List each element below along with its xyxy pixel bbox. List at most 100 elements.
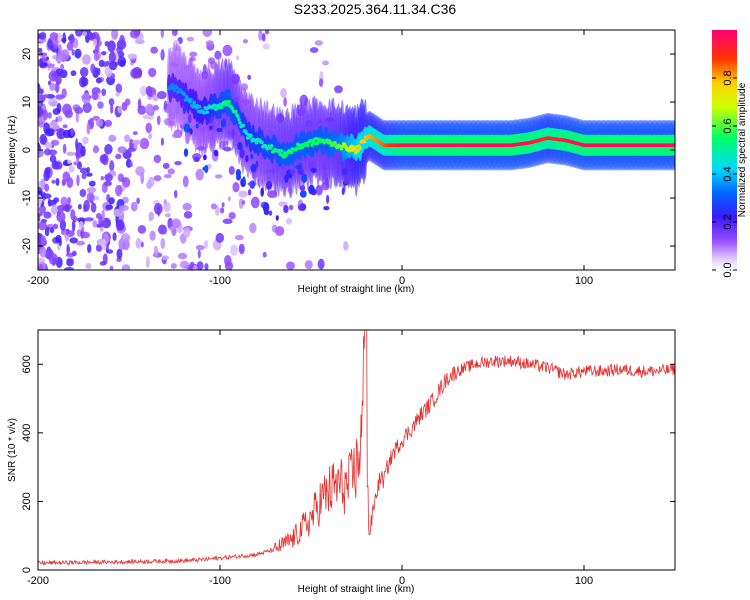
- trace-core: [233, 109, 238, 114]
- noise-blob: [261, 33, 266, 42]
- noise-blob: [142, 114, 152, 120]
- noise-blob: [197, 249, 201, 259]
- noise-blob: [322, 60, 329, 66]
- noise-blob: [51, 160, 60, 170]
- noise-blob: [170, 263, 177, 269]
- noise-blob: [99, 261, 107, 266]
- noise-blob: [51, 204, 58, 215]
- trace-core: [197, 105, 202, 109]
- noise-blob: [196, 261, 204, 270]
- trace-scatter: [250, 163, 257, 173]
- noise-blob: [164, 213, 171, 218]
- trace-scatter: [182, 105, 187, 115]
- trace-core: [358, 146, 362, 151]
- trace-core: [356, 148, 360, 153]
- trace-scatter: [209, 116, 213, 124]
- noise-blob: [120, 233, 131, 243]
- noise-blob: [124, 134, 131, 143]
- noise-blob: [156, 115, 161, 126]
- noise-blob: [262, 43, 270, 50]
- noise-blob: [51, 179, 56, 184]
- noise-blob: [132, 131, 138, 136]
- figure-title: S233.2025.364.11.34.C36: [294, 1, 457, 17]
- noise-blob: [220, 207, 225, 214]
- noise-blob: [49, 120, 59, 131]
- noise-blob: [38, 47, 43, 53]
- noise-blob: [182, 175, 189, 188]
- noise-blob: [117, 56, 127, 67]
- noise-blob: [171, 30, 178, 37]
- colorbar-tick-label: 0.4: [722, 166, 734, 181]
- trace-core: [192, 100, 196, 105]
- trace-core: [362, 139, 367, 144]
- noise-blob: [95, 244, 103, 252]
- noise-blob: [38, 205, 46, 214]
- noise-blob: [39, 263, 44, 270]
- noise-blob: [121, 264, 131, 270]
- noise-blob: [66, 258, 74, 267]
- noise-blob: [66, 177, 74, 189]
- noise-blob: [96, 67, 101, 76]
- y-tick-label: 600: [21, 355, 33, 373]
- noise-blob: [318, 78, 324, 88]
- trace-scatter: [216, 127, 223, 133]
- noise-blob: [87, 31, 94, 41]
- noise-blob: [145, 103, 155, 116]
- noise-blob: [204, 263, 209, 270]
- y-tick-label: 0: [21, 567, 33, 573]
- noise-blob: [139, 137, 150, 150]
- trace-core: [205, 110, 210, 115]
- noise-blob: [79, 188, 87, 198]
- noise-blob: [46, 249, 53, 258]
- spectrogram-y-ticks: -20 -10 0 10 20: [21, 48, 675, 254]
- noise-blob: [148, 67, 157, 78]
- snr-y-label: SNR (10 * v/v): [7, 418, 18, 482]
- noise-blob: [47, 38, 54, 50]
- noise-blob: [86, 186, 97, 194]
- y-tick-label: 0: [21, 147, 33, 153]
- snr-y-ticks: 0 200 400 600: [21, 355, 675, 573]
- trace-core: [310, 143, 314, 147]
- noise-blob: [129, 161, 133, 168]
- trace-scatter: [290, 169, 296, 175]
- noise-blob: [38, 32, 47, 40]
- noise-blob: [95, 118, 104, 127]
- noise-blob: [130, 68, 140, 79]
- noise-blob: [179, 260, 190, 269]
- y-tick-label: -10: [21, 190, 33, 206]
- noise-blob: [121, 101, 128, 112]
- x-tick-label: 100: [575, 575, 593, 587]
- noise-blob: [109, 265, 114, 270]
- trace-core: [269, 144, 274, 148]
- trace-core: [254, 140, 259, 145]
- noise-blob: [207, 57, 216, 65]
- noise-blob: [38, 52, 48, 57]
- noise-blob: [81, 226, 85, 233]
- noise-blob: [49, 227, 55, 234]
- spectrogram-x-label: Height of straight line (km): [298, 284, 415, 295]
- noise-blob: [39, 58, 43, 69]
- noise-blob: [130, 201, 138, 212]
- noise-blob: [52, 223, 59, 230]
- noise-blob: [54, 82, 60, 94]
- trace-core: [236, 114, 240, 119]
- noise-blob: [101, 51, 107, 56]
- colorbar: 0.0 0.2 0.4 0.6 0.8 Normalized spectral ampl…: [712, 30, 748, 278]
- noise-blob: [55, 68, 64, 74]
- trace-core: [184, 95, 189, 99]
- trace-core: [189, 97, 193, 102]
- noise-blob: [118, 205, 123, 213]
- noise-blob: [107, 40, 116, 53]
- colorbar-label: Normalized spectral amplitude: [737, 82, 748, 217]
- noise-blob: [60, 63, 65, 70]
- x-tick-label: -100: [209, 575, 231, 587]
- noise-blob: [38, 117, 46, 128]
- y-tick-label: 20: [21, 48, 33, 60]
- snr-frame: [37, 329, 676, 571]
- noise-blob: [81, 172, 87, 180]
- noise-blob: [153, 154, 162, 164]
- trace-core: [237, 117, 241, 122]
- noise-blob: [149, 230, 156, 241]
- noise-blob: [44, 167, 51, 175]
